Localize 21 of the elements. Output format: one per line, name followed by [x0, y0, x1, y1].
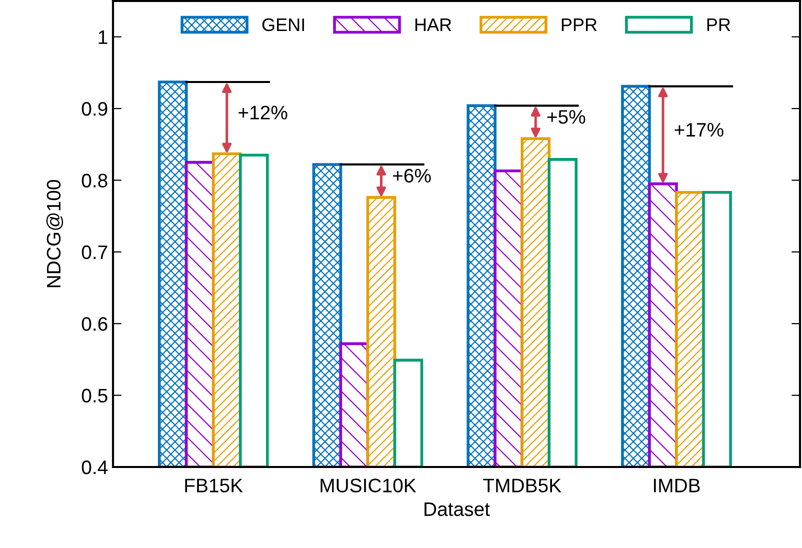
y-tick-label: 0.5 — [82, 388, 108, 403]
x-tick-label: MUSIC10K — [320, 478, 416, 492]
y-tick-label: 0.4 — [82, 460, 108, 474]
y-tick-label: 0.7 — [82, 245, 108, 260]
legend-label: HAR — [415, 18, 452, 31]
y-tick-label: 0.6 — [82, 317, 108, 331]
annotation: +5% — [547, 110, 586, 124]
y-tick-label: 0.8 — [82, 174, 108, 188]
annotation: +17% — [674, 123, 724, 137]
x-tick-label: FB15K — [185, 478, 243, 492]
annotation: +6% — [392, 168, 431, 183]
y-tick-label: 1 — [98, 30, 108, 44]
x-tick-label: IMDB — [654, 478, 700, 492]
y-tick-label: 0.9 — [82, 102, 108, 116]
x-tick-label: TMDB5K — [483, 478, 562, 492]
legend-label: GENI — [262, 18, 304, 32]
y-axis-title: NDCG@100 — [46, 180, 64, 288]
legend-label: PR — [707, 18, 730, 31]
annotation: +12% — [238, 106, 288, 120]
legend-label: PPR — [562, 18, 597, 31]
x-axis-title: Dataset — [424, 502, 490, 516]
